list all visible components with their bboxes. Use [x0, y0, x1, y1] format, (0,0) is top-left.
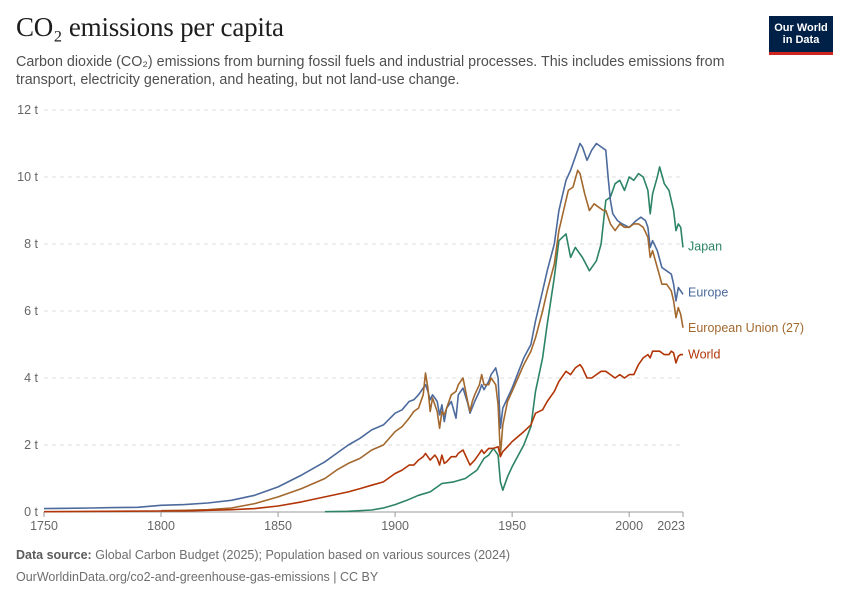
logo-line-2: in Data — [782, 34, 820, 46]
data-source-text: Global Carbon Budget (2025); Population … — [95, 548, 511, 562]
source-url[interactable]: OurWorldinData.org/co2-and-greenhouse-ga… — [16, 570, 379, 584]
series-label: Europe — [688, 285, 728, 299]
chart-title: CO₂ emissions per capita — [16, 12, 284, 42]
y-tick-label: 0 t — [24, 505, 38, 519]
y-tick-label: 2 t — [24, 438, 38, 452]
series-line — [160, 169, 684, 512]
series-line — [43, 350, 683, 513]
x-tick-label: 1900 — [381, 519, 409, 533]
line-chart: 0 t 2 t 4 t 6 t 8 t 10 t 12 t 1750 1800 1850 1900 1… — [17, 103, 804, 533]
series-label: European Union (27) — [688, 321, 804, 335]
series-label: World — [688, 348, 720, 362]
series-label: Japan — [688, 239, 722, 253]
data-source-note: Data source: Global Carbon Budget (2025)… — [16, 548, 510, 562]
y-tick-label: 6 t — [24, 304, 38, 318]
series-layer — [43, 142, 684, 513]
y-tick-label: 4 t — [24, 371, 38, 385]
x-tick-label: 1850 — [264, 519, 292, 533]
y-tick-label: 12 t — [17, 103, 38, 117]
x-tick-label: 1800 — [147, 519, 175, 533]
y-tick-label: 10 t — [17, 170, 38, 184]
logo-line-1: Our World — [774, 22, 828, 34]
x-tick-label: 2000 — [615, 519, 643, 533]
axis-layer: 0 t 2 t 4 t 6 t 8 t 10 t 12 t 1750 1800 1850 1900 1… — [17, 103, 685, 533]
x-tick-label: 2023 — [657, 519, 685, 533]
series-line — [43, 142, 684, 510]
x-tick-label: 1950 — [498, 519, 526, 533]
series-label-layer: Japan Europe European Union (27) World — [688, 239, 804, 361]
data-source-label: Data source: — [16, 548, 92, 562]
y-tick-label: 8 t — [24, 237, 38, 251]
grid-layer — [44, 109, 683, 446]
chart-subtitle: Carbon dioxide (CO₂) emissions from burn… — [16, 54, 725, 88]
owid-logo[interactable]: Our World in Data — [769, 16, 833, 55]
x-tick-label: 1750 — [30, 519, 58, 533]
series-line — [324, 166, 684, 513]
